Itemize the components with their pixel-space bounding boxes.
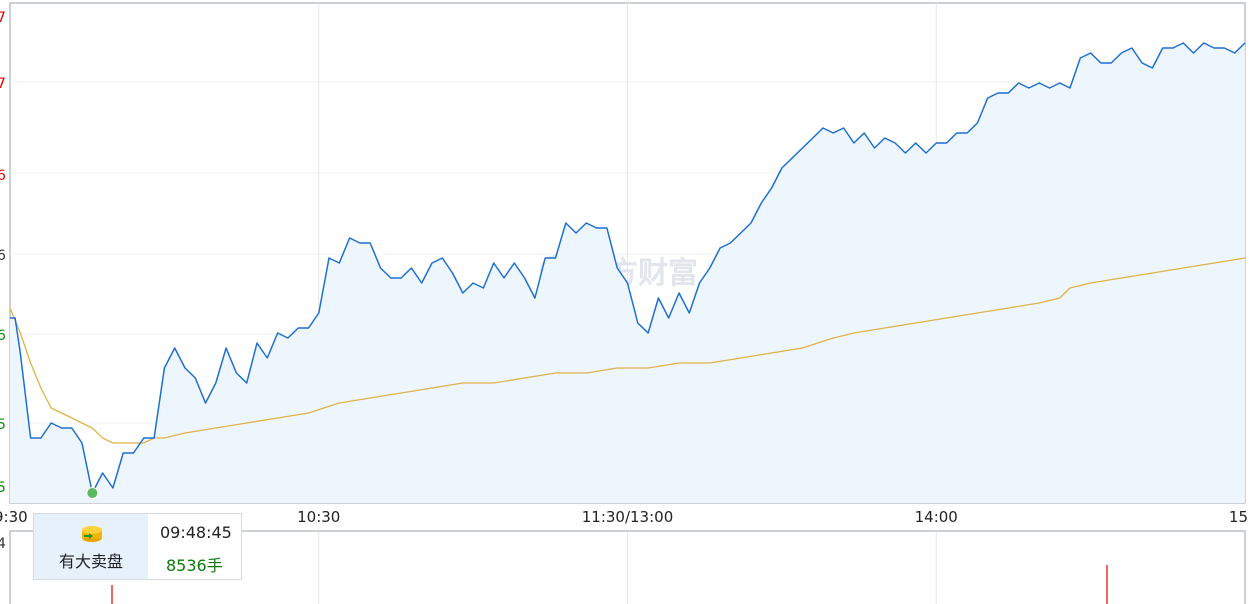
y-tick-label: 5 [0, 480, 6, 496]
tooltip-volume: 8536手 [166, 556, 223, 575]
x-tick-label: 9:30 [0, 508, 28, 526]
y-tick-label: 6 [0, 168, 6, 184]
big-sell-marker [86, 487, 99, 499]
price-line [10, 42, 1246, 494]
y-tick-label: 6 [0, 328, 6, 344]
tooltip-time: 09:48:45 [160, 523, 232, 542]
coin-icon [82, 526, 102, 542]
tooltip-left-panel: 有大卖盘 [34, 514, 148, 579]
y-tick-label: 7 [0, 76, 6, 92]
x-tick-label: 15 [1229, 508, 1248, 526]
x-tick-label: 14:00 [915, 508, 958, 526]
volume-top-label: 4 [0, 536, 6, 552]
price-area [10, 43, 1245, 503]
big-sell-tooltip: 有大卖盘 09:48:45 8536手 [33, 513, 242, 580]
y-tick-label: 6 [0, 248, 6, 264]
y-tick-label: 7 [0, 10, 6, 26]
x-tick-label: 11:30/13:00 [582, 508, 674, 526]
x-tick-label: 10:30 [297, 508, 340, 526]
average-price-line [9, 257, 1246, 444]
y-tick-label: 5 [0, 417, 6, 433]
tooltip-label: 有大卖盘 [58, 552, 123, 571]
